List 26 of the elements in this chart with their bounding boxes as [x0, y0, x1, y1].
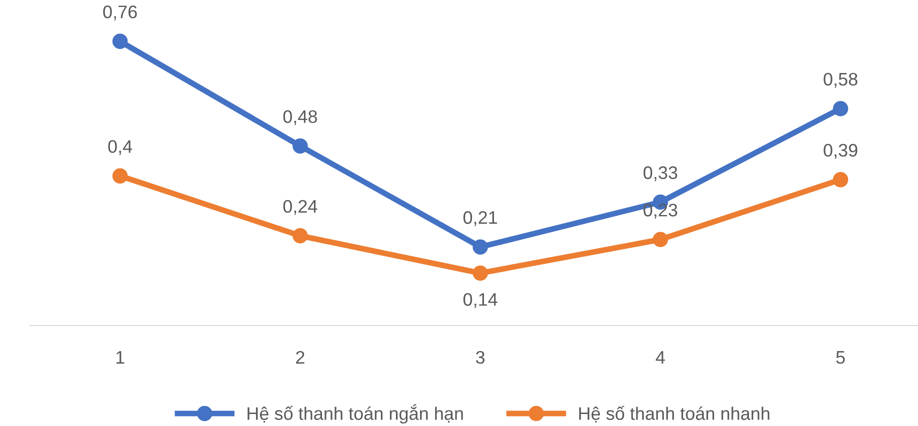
data-label: 0,14	[463, 293, 498, 308]
point	[112, 34, 128, 49]
x-tick-label: 4	[656, 351, 665, 364]
data-label: 0,24	[283, 200, 318, 215]
data-label: 0,39	[824, 144, 858, 159]
point	[652, 232, 668, 248]
legend-label: Hệ số thanh toán ngắn hạn	[248, 404, 463, 424]
data-label: 0,23	[644, 204, 678, 219]
point	[832, 172, 848, 188]
x-tick-label: 1	[116, 351, 124, 364]
data-label: 0,76	[103, 6, 137, 20]
data-label: 0,48	[283, 110, 317, 126]
x-tick-label: 2	[296, 350, 304, 364]
point	[292, 138, 308, 154]
data-label: 0,21	[463, 211, 497, 226]
legend-label: Hệ số thanh toán nhanh	[579, 406, 770, 423]
point	[472, 239, 488, 255]
point	[832, 100, 848, 116]
data-label: 0,4	[108, 140, 132, 156]
x-tick-label: 5	[836, 351, 845, 364]
point	[292, 228, 308, 244]
point	[112, 168, 128, 184]
x-tick-label: 3	[476, 350, 485, 364]
data-label: 0,33	[644, 166, 678, 182]
data-label: 0,58	[824, 72, 858, 88]
point	[472, 266, 488, 281]
